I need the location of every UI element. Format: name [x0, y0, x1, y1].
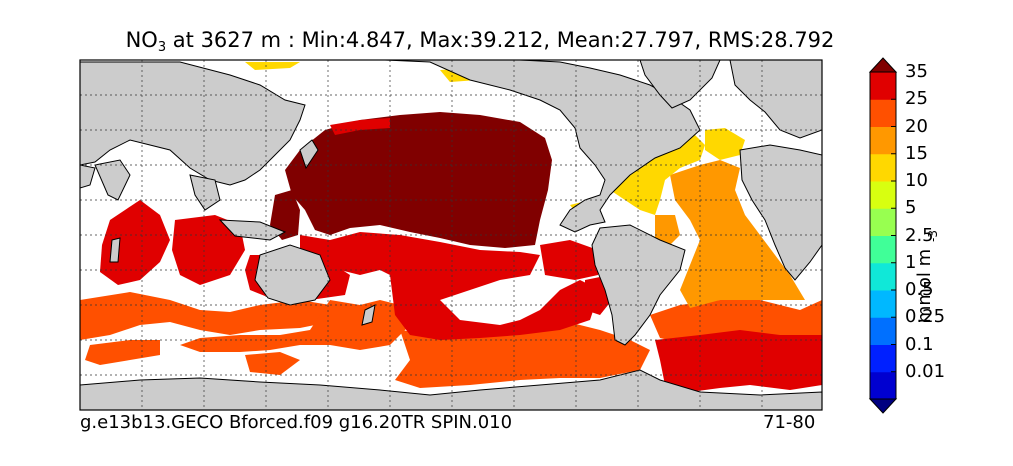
colorbar-bin: [870, 317, 896, 345]
title-subscript: 3: [157, 40, 167, 55]
colorbar-bin: [870, 126, 896, 155]
map-frame: [79, 59, 823, 411]
colorbar-tick-label: 0.1: [905, 333, 934, 355]
colorbar-bin: [870, 208, 896, 236]
graticule: [80, 60, 822, 410]
map-plot-area: [80, 60, 822, 410]
colorbar-tick-label: 15: [905, 142, 928, 164]
map-title: NO3 at 3627 m : Min:4.847, Max:39.212, M…: [0, 28, 960, 55]
colorbar-tick-label: 2.5: [905, 224, 934, 246]
colorbar-bin: [870, 344, 896, 373]
colorbar-tick-label: 25: [905, 88, 928, 110]
colorbar-tick-label: 20: [905, 115, 928, 137]
orange-field-20-25: [80, 292, 822, 388]
colorbar: [868, 57, 898, 414]
colorbar-bin: [870, 235, 896, 264]
run-name-label: g.e13b13.GECO Bforced.f09 g16.20TR SPIN.…: [80, 412, 513, 433]
title-rest: at 3627 m : Min:4.847, Max:39.212, Mean:…: [166, 28, 835, 52]
colorbar-bin: [870, 262, 896, 291]
unit-text: mmol m: [914, 248, 935, 324]
colorbar-tick-label: 5: [905, 197, 917, 219]
colorbar-bin: [870, 153, 896, 182]
darkred-field-35-west: [270, 190, 300, 240]
orange-field-15-20: [655, 160, 805, 308]
colorbar-under-extension: [868, 398, 898, 414]
colorbar-tick-label: 0.25: [905, 306, 946, 328]
colorbar-over-extension: [868, 57, 898, 73]
title-variable: NO: [125, 28, 158, 52]
years-label: 71-80: [763, 412, 816, 433]
colorbar-tick-label: 0.5: [905, 279, 934, 300]
colorbar-bin: [870, 290, 896, 318]
colorbar-bin: [870, 99, 896, 127]
colorbar-tick-label: 35: [905, 61, 928, 82]
colorbar-tick-label: 1: [905, 251, 917, 273]
darkred-field-35: [285, 112, 552, 248]
colorbar-tick-label: 10: [905, 170, 928, 191]
colorbar-bin: [870, 181, 896, 209]
colorbar-tick-label: 0.01: [905, 360, 946, 382]
colorbar-bin: [870, 371, 896, 400]
colorbar-bin: [870, 72, 896, 100]
